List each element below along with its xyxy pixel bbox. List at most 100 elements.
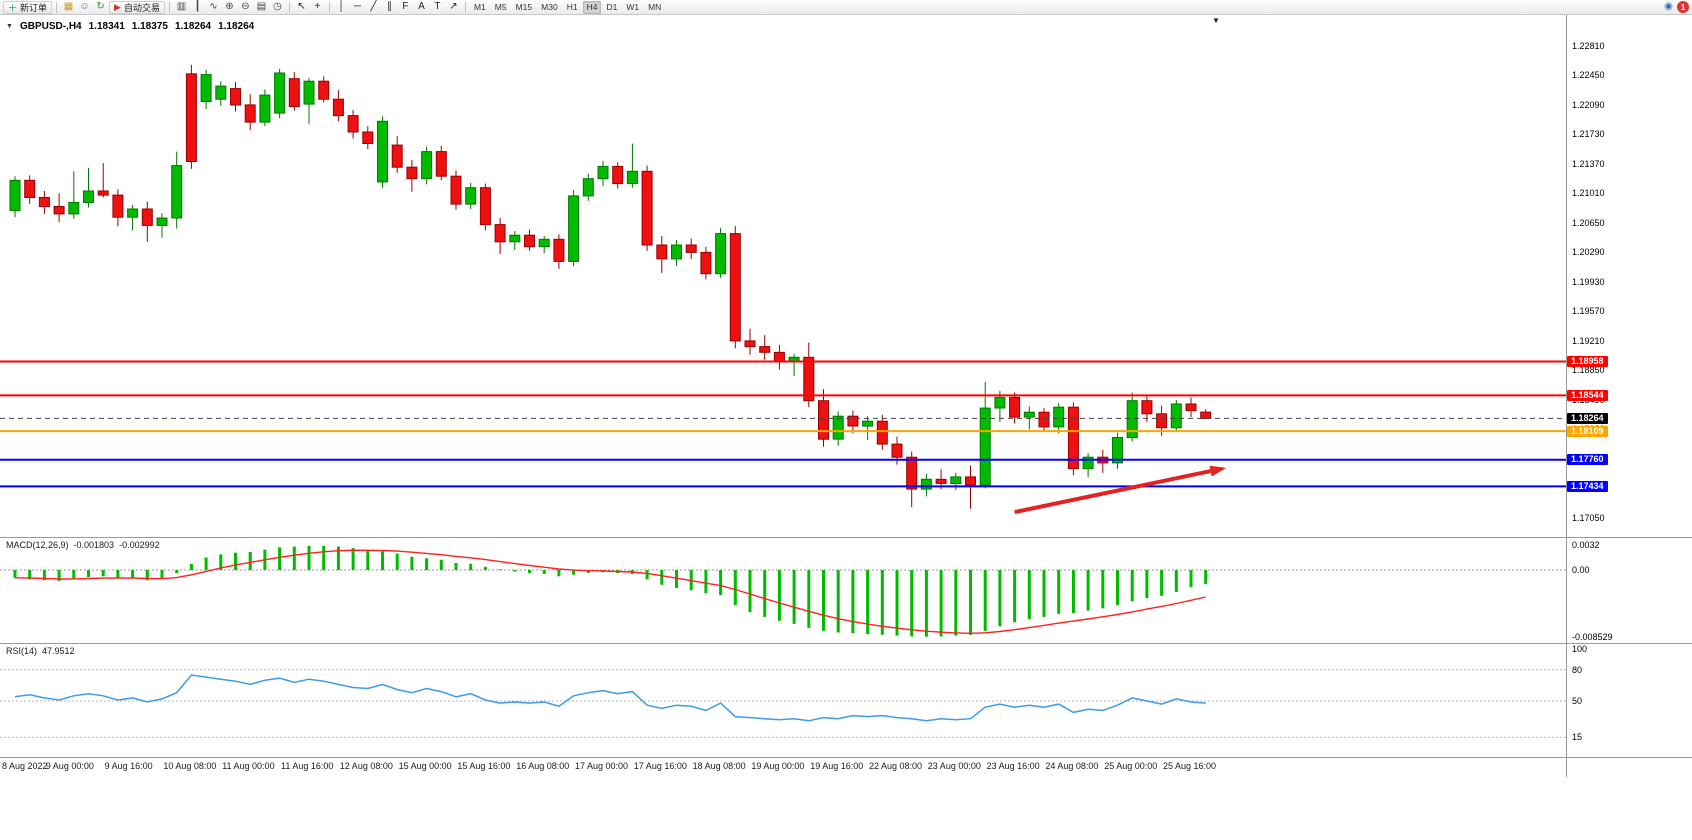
fibonacci-icon[interactable]: F (402, 1, 409, 12)
candle (1156, 413, 1168, 429)
macd-bar (998, 570, 1002, 627)
price-tick: 1.21730 (1572, 129, 1605, 140)
candle (979, 407, 991, 486)
candle (200, 74, 212, 103)
panel-separator[interactable] (0, 537, 1692, 538)
timeframe-m15[interactable]: M15 (515, 2, 533, 12)
macd-bar (983, 570, 987, 631)
macd-bar (439, 559, 443, 570)
time-axis-label: 23 Aug 16:00 (986, 761, 1040, 771)
trend-arrow[interactable] (1014, 469, 1212, 515)
help-icon[interactable]: ◉ (1664, 1, 1673, 12)
stopwatch-icon[interactable]: ◷ (273, 1, 282, 12)
macd-bar (131, 570, 135, 579)
main-chart-canvas[interactable] (0, 15, 1566, 537)
trendline-icon[interactable]: ╱ (370, 1, 377, 12)
candle (274, 72, 286, 114)
candle (1009, 396, 1021, 418)
timeframe-mn[interactable]: MN (648, 2, 662, 12)
macd-bar (748, 570, 752, 613)
candle (362, 131, 374, 144)
candle (700, 251, 712, 275)
rsi-panel-canvas[interactable] (0, 644, 1566, 757)
zoom-out-icon[interactable]: ⊖ (241, 1, 250, 12)
timeframe-h4[interactable]: H4 (582, 0, 602, 14)
candle (641, 170, 653, 246)
candle (553, 238, 565, 262)
time-axis-label: 16 Aug 08:00 (516, 761, 570, 771)
time-axis-label: 19 Aug 16:00 (810, 761, 864, 771)
profile-icon[interactable]: ☺ (79, 1, 90, 12)
macd-bar (557, 570, 561, 577)
macd-bar (954, 570, 958, 636)
candle-chart-icon[interactable]: ┃ (194, 1, 201, 12)
ohlc-high: 1.18375 (131, 21, 168, 32)
text-icon[interactable]: A (418, 1, 425, 12)
macd-bar (145, 570, 149, 581)
timeframe-m30[interactable]: M30 (541, 2, 558, 12)
candle (127, 208, 139, 218)
macd-bar (454, 563, 458, 570)
refresh-icon[interactable]: ↻ (96, 1, 105, 12)
timeframe-w1[interactable]: W1 (626, 2, 640, 12)
autotrading-button[interactable]: ▶ 自动交易 (109, 0, 165, 14)
new-order-button[interactable]: ＋新订单 (3, 0, 53, 14)
candle (524, 234, 535, 248)
arrows-tool-icon[interactable]: ↗ (449, 1, 458, 12)
macd-bar (160, 570, 164, 580)
macd-panel-canvas[interactable] (0, 538, 1566, 643)
time-axis-label: 15 Aug 00:00 (398, 761, 452, 771)
horizontal-line-icon[interactable]: ─ (353, 1, 362, 12)
timeframe-d1[interactable]: D1 (606, 2, 618, 12)
channel-icon[interactable]: ∥ (386, 1, 392, 12)
time-axis-label: 11 Aug 16:00 (281, 761, 334, 771)
notification-badge[interactable]: 1 (1677, 1, 1689, 13)
macd-bar (528, 570, 531, 574)
candle (68, 201, 80, 215)
macd-bar (175, 570, 179, 574)
vertical-line-icon[interactable]: │ (338, 1, 345, 12)
label-icon[interactable]: T (434, 1, 441, 12)
timeframe-m5[interactable]: M5 (494, 2, 507, 12)
macd-bar (292, 546, 296, 570)
candle (171, 165, 183, 219)
time-axis-label: 11 Aug 00:00 (222, 761, 275, 771)
zoom-in-icon[interactable]: ⊕ (225, 1, 234, 12)
chart-shift-marker[interactable]: ▼ (1212, 16, 1220, 25)
macd-bar (366, 550, 370, 570)
panel-separator[interactable] (0, 643, 1692, 644)
macd-bar (72, 570, 76, 579)
bar-chart-icon[interactable]: ▥ (176, 1, 187, 12)
macd-bar (116, 570, 120, 578)
candle (288, 78, 300, 108)
macd-bar (1101, 570, 1105, 609)
time-axis-label: 15 Aug 16:00 (457, 761, 511, 771)
crosshair-icon[interactable]: + (314, 1, 321, 12)
cursor-icon[interactable]: ↖ (297, 1, 306, 12)
autotrading-icon: ▶ (114, 1, 121, 12)
macd-bar (1160, 570, 1164, 596)
timeframe-h1[interactable]: H1 (566, 2, 578, 12)
candle (744, 340, 756, 348)
timeframe-m1[interactable]: M1 (473, 2, 486, 12)
macd-bar (1086, 570, 1090, 611)
time-axis-label: 9 Aug 00:00 (45, 761, 94, 771)
line-chart-icon[interactable]: ∿ (209, 1, 218, 12)
ohlc-low: 1.18264 (174, 21, 212, 32)
macd-main-value: -0.001803 (73, 540, 115, 550)
toolbar: ＋新订单 ▦ ☺ ↻ ▶ 自动交易 ▥ ┃ ∿ ⊕ ⊖ ▤ ◷ ↖ + │ ─ ╱ ∥ F A T ↗ M1 M5 M15 M30 H… (0, 0, 1692, 15)
macd-bar (792, 570, 796, 624)
tile-windows-icon[interactable]: ▤ (256, 1, 267, 12)
charts-grid-icon[interactable]: ▦ (63, 1, 74, 12)
time-axis-label: 19 Aug 00:00 (751, 761, 805, 771)
price-tick: 1.19570 (1572, 306, 1605, 317)
candle (24, 179, 36, 199)
macd-bar (410, 556, 414, 570)
chart-collapse-icon[interactable]: ▼ (6, 23, 13, 30)
macd-signal-line (14, 549, 1206, 635)
candle (597, 165, 609, 180)
macd-bar (880, 570, 884, 635)
candle (582, 178, 594, 197)
candle (1053, 406, 1065, 428)
toolbar-separator (464, 1, 466, 13)
